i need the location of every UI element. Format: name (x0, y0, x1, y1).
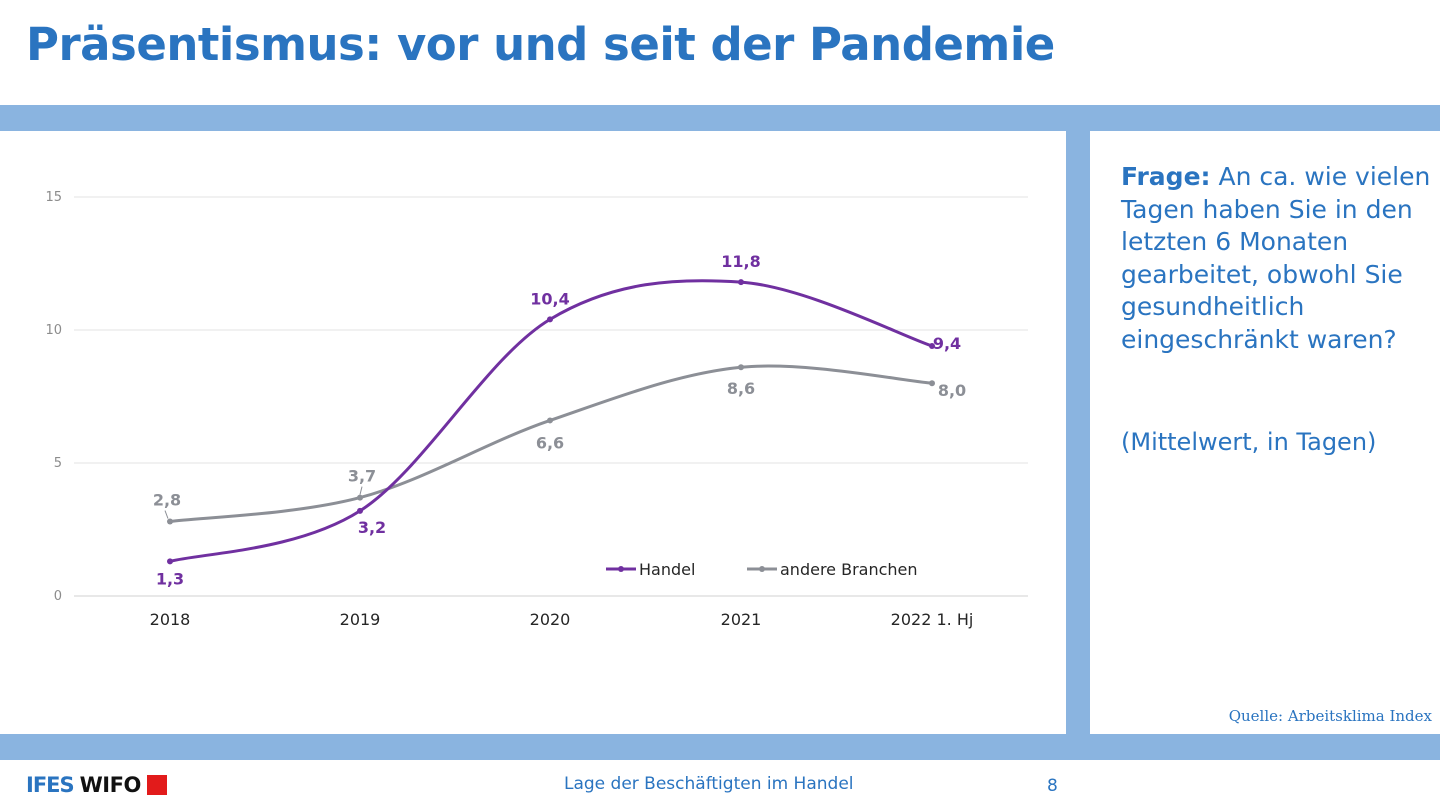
data-label: 11,8 (721, 252, 760, 271)
data-point (929, 342, 935, 349)
data-label: 6,6 (536, 433, 564, 452)
data-label: 8,6 (727, 379, 755, 398)
legend-marker (759, 566, 765, 572)
y-tick-label: 10 (45, 323, 62, 338)
data-point (167, 558, 173, 565)
data-point (738, 364, 744, 371)
data-label: 1,3 (156, 569, 184, 588)
chart-panel: 0 5 10 15 2018 2019 2020 2021 2022 1. Hj 1,3 3,2 10… (0, 131, 1066, 734)
data-point (547, 417, 553, 424)
question-label: Frage: (1121, 162, 1211, 191)
question-text: An ca. wie vielen Tagen haben Sie in den… (1121, 162, 1431, 354)
x-tick-label: 2019 (340, 610, 381, 629)
x-tick-label: 2018 (150, 610, 191, 629)
data-label: 9,4 (933, 334, 961, 353)
line-chart: 0 5 10 15 2018 2019 2020 2021 2022 1. Hj 1,3 3,2 10… (45, 190, 1028, 629)
slide-title: Präsentismus: vor und seit der Pandemie (26, 18, 1055, 71)
data-label: 3,2 (358, 518, 386, 537)
legend-label: andere Branchen (780, 560, 918, 579)
label-leader-line (164, 510, 169, 519)
unit-note: (Mittelwert, in Tagen) (1121, 428, 1377, 456)
wifo-logo: WIFO (79, 773, 142, 797)
page-number: 8 (1047, 776, 1058, 796)
data-point (167, 518, 173, 525)
x-tick-label: 2021 (721, 610, 762, 629)
question-text-block: Frage: An ca. wie vielen Tagen haben Sie… (1121, 161, 1436, 356)
footer-text: Lage der Beschäftigten im Handel (564, 774, 854, 794)
legend-marker (618, 566, 624, 572)
legend-label: Handel (639, 560, 695, 579)
data-point (357, 507, 363, 514)
bottom-band (0, 734, 1440, 760)
data-point (547, 316, 553, 323)
y-tick-label: 0 (54, 589, 62, 604)
data-label: 3,7 (348, 467, 376, 486)
y-tick-label: 15 (45, 190, 62, 205)
source-note: Quelle: Arbeitsklima Index (1228, 707, 1432, 725)
x-tick-label: 2022 1. Hj (891, 610, 974, 629)
data-point (929, 380, 935, 387)
data-point (738, 279, 744, 286)
y-tick-label: 5 (54, 456, 62, 471)
wifo-logo-square-icon (146, 775, 167, 795)
data-label: 8,0 (938, 381, 966, 400)
label-leader-line (359, 486, 363, 495)
x-tick-label: 2020 (530, 610, 571, 629)
data-label: 2,8 (153, 491, 181, 510)
question-panel: Frage: An ca. wie vielen Tagen haben Sie… (1090, 131, 1440, 734)
divider-band (1066, 131, 1090, 734)
top-band (0, 105, 1440, 131)
ifes-logo: IFES (26, 773, 75, 797)
data-point (357, 494, 363, 501)
data-label: 10,4 (530, 289, 569, 308)
footer-logos: IFES WIFO (26, 772, 167, 798)
